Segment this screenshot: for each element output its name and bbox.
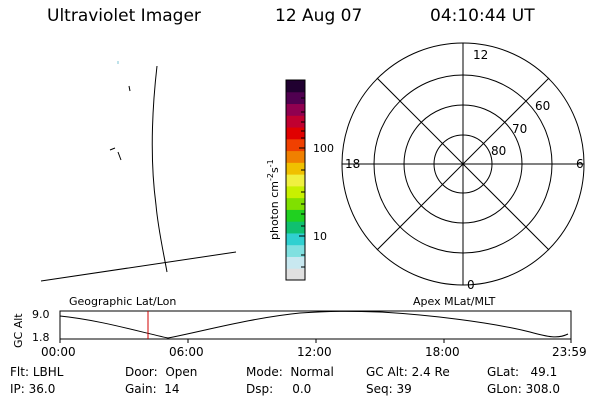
x-axis-ticks [59, 339, 572, 343]
mlt-label-12: 12 [473, 48, 488, 62]
app-title: Ultraviolet Imager [47, 6, 201, 26]
polar-diagonal [376, 77, 550, 251]
gain-status: Gain: 14 [125, 382, 180, 396]
mlat-label-70: 70 [512, 122, 527, 136]
limb-curve [151, 65, 168, 273]
color-scale-band [286, 232, 305, 246]
color-scale-band [286, 244, 305, 257]
color-scale-frame [285, 79, 306, 281]
polar-plot [341, 42, 585, 286]
door-status: Door: Open [125, 365, 198, 379]
mlat-label-60: 60 [535, 99, 550, 113]
color-scale-band [286, 209, 305, 222]
color-scale-bar [286, 80, 305, 281]
mode-status: Mode: Normal [246, 365, 334, 379]
color-scale-band [286, 221, 305, 234]
x-tick-0600: 06:00 [169, 345, 204, 359]
x-tick-2359: 23:59 [552, 345, 587, 359]
colorbar-tick-10: 10 [313, 230, 327, 243]
apex-mlat-mlt-label: Apex MLat/MLT [413, 295, 496, 308]
y-tick-9: 9.0 [32, 308, 50, 321]
x-tick-0000: 00:00 [41, 345, 76, 359]
gc-alt-axis-label: GC Alt [12, 313, 25, 348]
y-tick-1-8: 1.8 [32, 331, 50, 344]
coast-fragment [109, 147, 122, 161]
colorbar-unit-label: photon cm-2s-1 [266, 159, 281, 240]
color-scale-band [286, 162, 305, 175]
color-scale-band [286, 185, 305, 199]
color-scale-band [286, 115, 305, 128]
mlt-label-0: 0 [467, 278, 475, 292]
x-tick-1800: 18:00 [425, 345, 460, 359]
mlat-label-80: 80 [491, 144, 506, 158]
color-scale-band [286, 268, 305, 281]
x-tick-1200: 12:00 [297, 345, 332, 359]
dsp-status: Dsp: 0.0 [246, 382, 312, 396]
color-scale-band [286, 80, 305, 93]
color-scale-ticks [299, 97, 305, 268]
color-scale-band [286, 138, 305, 152]
colorbar-tick-100: 100 [313, 142, 334, 155]
altitude-curve [59, 310, 569, 339]
color-scale-band [286, 197, 305, 210]
color-scale-band [286, 103, 305, 116]
filter-status: Flt: LBHL [10, 365, 64, 379]
mlt-label-6: 6 [576, 157, 584, 171]
geographic-image-panel [40, 61, 237, 282]
date-label: 12 Aug 07 [275, 6, 363, 26]
horizon-line [40, 251, 237, 282]
ip-status: IP: 36.0 [10, 382, 56, 396]
mlt-label-18: 18 [345, 157, 360, 171]
seq-status: Seq: 39 [366, 382, 412, 396]
color-scale-band [286, 127, 305, 140]
glon-status: GLon: 308.0 [487, 382, 560, 396]
coast-fragment [128, 85, 131, 92]
color-scale-band [286, 91, 305, 105]
gc-alt-status: GC Alt: 2.4 Re [366, 365, 450, 379]
color-scale-band [286, 150, 305, 163]
geographic-latlon-label: Geographic Lat/Lon [69, 295, 176, 308]
glat-status: GLat: 49.1 [487, 365, 558, 379]
color-scale-band [286, 256, 305, 269]
time-label: 04:10:44 UT [430, 6, 535, 26]
color-scale-band [286, 174, 305, 187]
